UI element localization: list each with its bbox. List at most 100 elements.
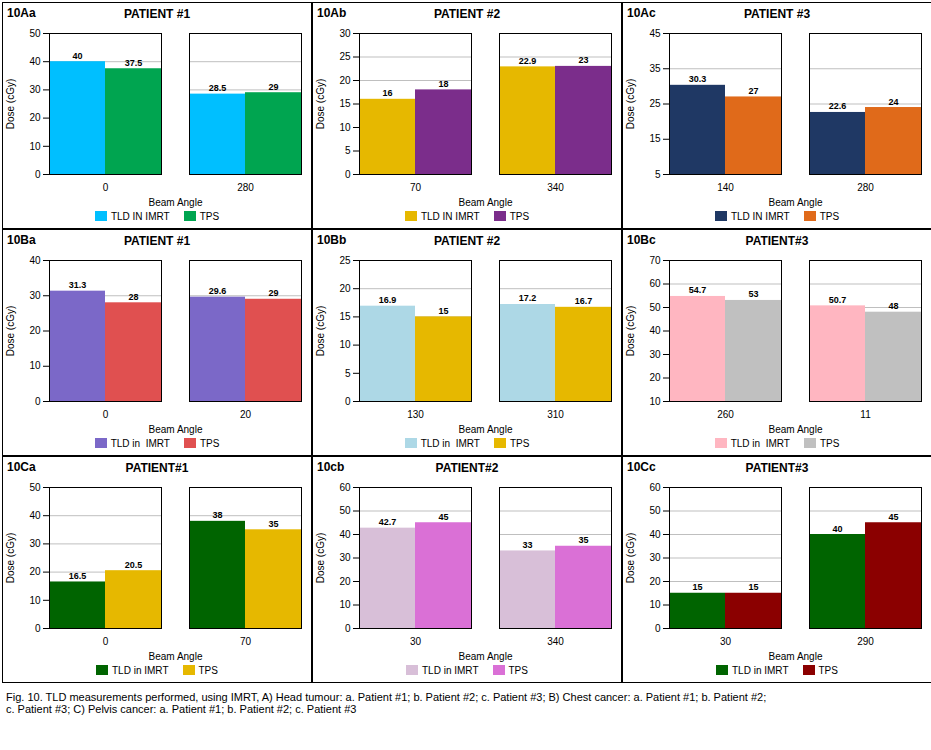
svg-text:Beam Angle: Beam Angle xyxy=(459,424,513,435)
svg-text:40: 40 xyxy=(29,56,41,67)
svg-text:Dose (cGy): Dose (cGy) xyxy=(5,533,16,584)
svg-text:Dose (cGy): Dose (cGy) xyxy=(315,533,326,584)
svg-text:15: 15 xyxy=(649,133,661,144)
svg-text:30.3: 30.3 xyxy=(689,74,707,84)
svg-text:15: 15 xyxy=(748,582,758,592)
svg-text:42.7: 42.7 xyxy=(379,517,397,527)
svg-text:50: 50 xyxy=(649,302,661,313)
svg-text:5: 5 xyxy=(345,145,351,156)
svg-text:Dose (cGy): Dose (cGy) xyxy=(625,306,636,357)
svg-text:70: 70 xyxy=(240,636,252,647)
svg-text:15: 15 xyxy=(339,98,351,109)
svg-text:60: 60 xyxy=(649,278,661,289)
svg-text:48: 48 xyxy=(888,301,898,311)
svg-text:5: 5 xyxy=(655,169,661,180)
svg-text:0: 0 xyxy=(103,636,109,647)
svg-text:50: 50 xyxy=(339,505,351,516)
svg-text:10: 10 xyxy=(339,122,351,133)
svg-text:40: 40 xyxy=(29,255,41,266)
svg-text:30: 30 xyxy=(410,636,422,647)
svg-text:0: 0 xyxy=(35,169,41,180)
svg-text:40: 40 xyxy=(832,524,842,534)
svg-text:Dose (cGy): Dose (cGy) xyxy=(5,79,16,130)
svg-text:17.2: 17.2 xyxy=(519,293,537,303)
svg-text:Dose (cGy): Dose (cGy) xyxy=(5,306,16,357)
svg-text:29: 29 xyxy=(268,288,278,298)
svg-text:Beam Angle: Beam Angle xyxy=(459,197,513,208)
svg-text:Dose (cGy): Dose (cGy) xyxy=(625,533,636,584)
svg-text:28.5: 28.5 xyxy=(209,83,227,93)
svg-text:30: 30 xyxy=(29,290,41,301)
svg-text:70: 70 xyxy=(649,255,661,266)
svg-text:140: 140 xyxy=(717,182,734,193)
svg-text:50.7: 50.7 xyxy=(829,295,847,305)
svg-text:20: 20 xyxy=(29,566,41,577)
svg-text:280: 280 xyxy=(237,182,254,193)
svg-text:280: 280 xyxy=(857,182,874,193)
svg-text:15: 15 xyxy=(438,306,448,316)
svg-text:16.5: 16.5 xyxy=(69,571,87,581)
svg-text:22.9: 22.9 xyxy=(519,56,537,66)
svg-text:25: 25 xyxy=(339,51,351,62)
svg-text:340: 340 xyxy=(547,182,564,193)
svg-text:Beam Angle: Beam Angle xyxy=(769,197,823,208)
svg-text:35: 35 xyxy=(268,519,278,529)
svg-text:25: 25 xyxy=(339,255,351,266)
svg-text:Beam Angle: Beam Angle xyxy=(149,424,203,435)
svg-text:15: 15 xyxy=(692,582,702,592)
svg-text:33: 33 xyxy=(522,540,532,550)
svg-text:40: 40 xyxy=(339,529,351,540)
svg-text:20: 20 xyxy=(29,112,41,123)
svg-text:60: 60 xyxy=(649,482,661,493)
svg-text:0: 0 xyxy=(103,182,109,193)
svg-text:40: 40 xyxy=(72,51,82,61)
svg-text:31.3: 31.3 xyxy=(69,280,87,290)
svg-text:10: 10 xyxy=(29,595,41,606)
svg-text:29: 29 xyxy=(268,82,278,92)
svg-text:27: 27 xyxy=(748,86,758,96)
svg-text:20: 20 xyxy=(649,372,661,383)
svg-text:23: 23 xyxy=(578,55,588,65)
svg-text:45: 45 xyxy=(649,28,661,39)
svg-text:290: 290 xyxy=(857,636,874,647)
svg-text:20: 20 xyxy=(240,409,252,420)
svg-text:0: 0 xyxy=(655,623,661,634)
svg-text:Beam Angle: Beam Angle xyxy=(769,424,823,435)
svg-text:24: 24 xyxy=(888,97,898,107)
svg-text:70: 70 xyxy=(410,182,422,193)
svg-text:30: 30 xyxy=(339,552,351,563)
svg-text:35: 35 xyxy=(578,535,588,545)
svg-text:16.9: 16.9 xyxy=(379,295,397,305)
svg-text:20: 20 xyxy=(339,283,351,294)
svg-text:Beam Angle: Beam Angle xyxy=(149,651,203,662)
svg-text:30: 30 xyxy=(720,636,732,647)
svg-text:340: 340 xyxy=(547,636,564,647)
svg-text:0: 0 xyxy=(345,623,351,634)
svg-text:0: 0 xyxy=(345,396,351,407)
svg-text:10: 10 xyxy=(649,599,661,610)
svg-text:53: 53 xyxy=(748,289,758,299)
svg-text:28: 28 xyxy=(128,292,138,302)
svg-text:29.6: 29.6 xyxy=(209,286,227,296)
svg-text:50: 50 xyxy=(29,28,41,39)
svg-text:Dose (cGy): Dose (cGy) xyxy=(625,79,636,130)
svg-text:20.5: 20.5 xyxy=(125,560,143,570)
svg-text:5: 5 xyxy=(345,368,351,379)
svg-text:10: 10 xyxy=(339,599,351,610)
svg-text:Beam Angle: Beam Angle xyxy=(459,651,513,662)
svg-text:38: 38 xyxy=(212,510,222,520)
svg-text:40: 40 xyxy=(29,510,41,521)
svg-text:25: 25 xyxy=(649,98,661,109)
svg-text:16: 16 xyxy=(382,88,392,98)
svg-text:Dose (cGy): Dose (cGy) xyxy=(315,79,326,130)
svg-text:45: 45 xyxy=(438,512,448,522)
svg-text:30: 30 xyxy=(649,552,661,563)
svg-text:10: 10 xyxy=(29,141,41,152)
svg-text:54.7: 54.7 xyxy=(689,285,707,295)
svg-text:30: 30 xyxy=(649,349,661,360)
svg-text:130: 130 xyxy=(407,409,424,420)
svg-text:60: 60 xyxy=(339,482,351,493)
svg-text:30: 30 xyxy=(29,84,41,95)
svg-text:11: 11 xyxy=(860,409,871,420)
svg-text:10: 10 xyxy=(649,396,661,407)
